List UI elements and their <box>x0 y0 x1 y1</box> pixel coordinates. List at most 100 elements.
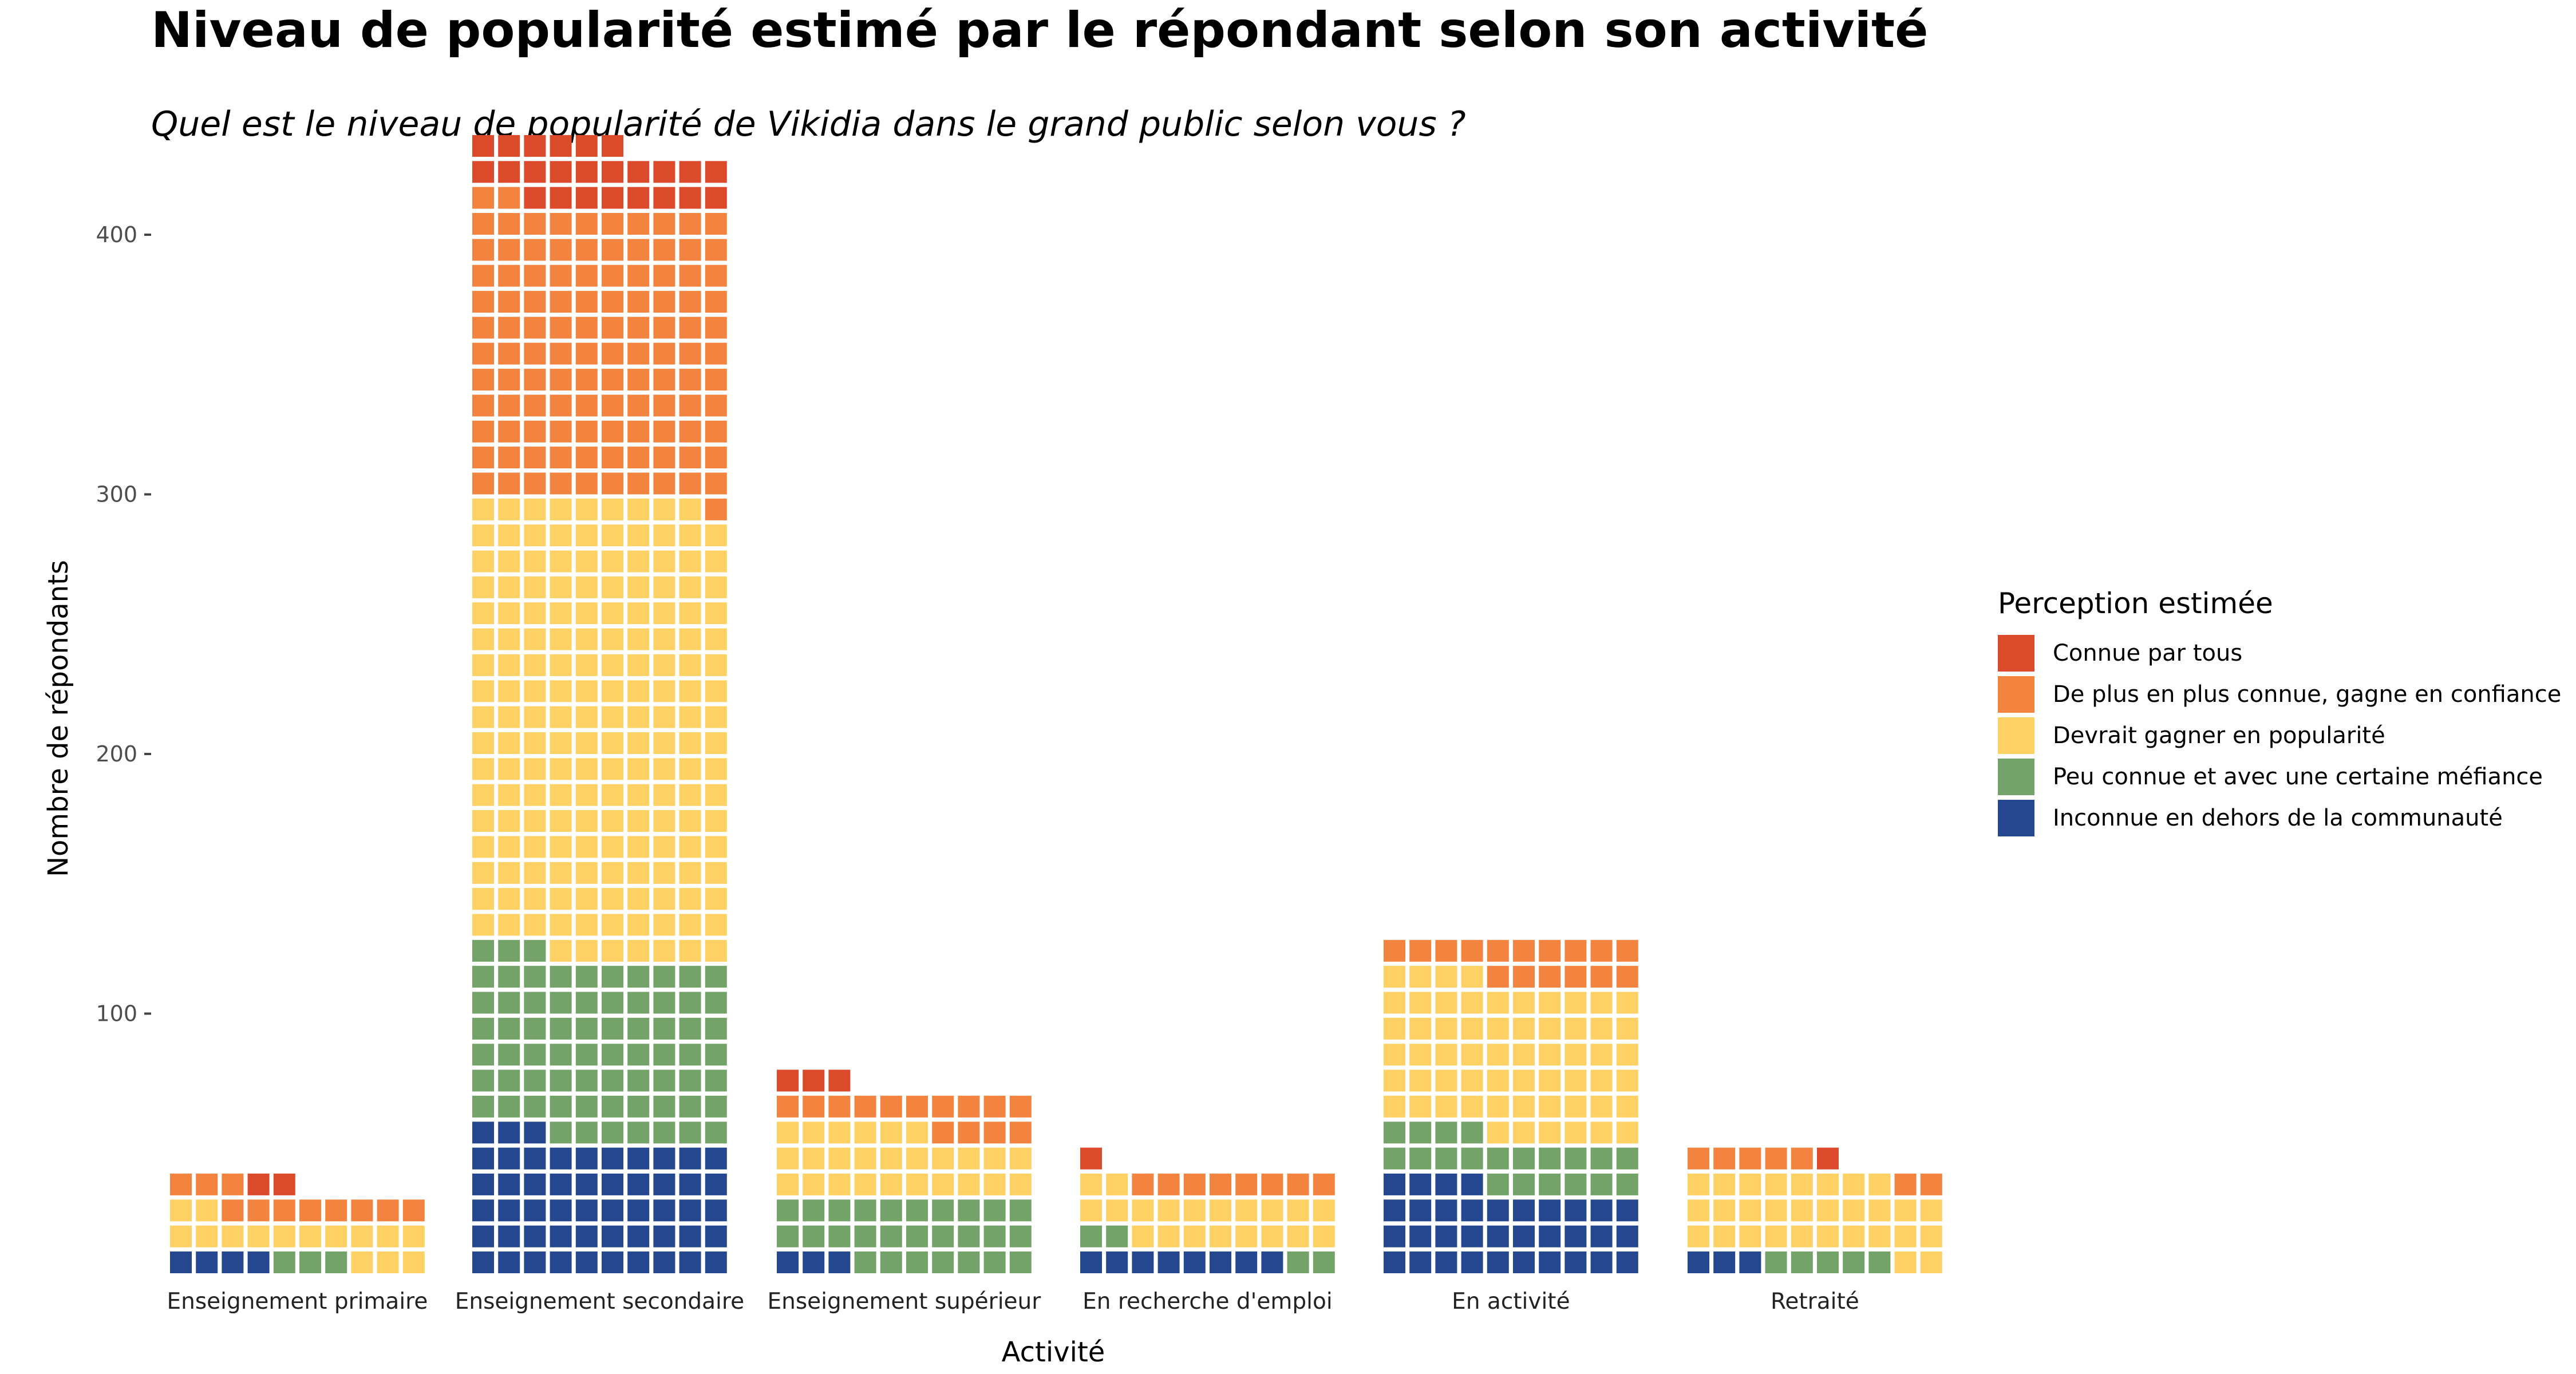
waffle-cell <box>906 1199 928 1222</box>
waffle-cell <box>653 1044 675 1066</box>
waffle-cell <box>524 888 546 910</box>
legend-label: De plus en plus connue, gagne en confian… <box>2053 681 2562 708</box>
waffle-cell <box>777 1251 799 1273</box>
waffle-cell <box>1688 1173 1709 1195</box>
waffle-cell <box>627 628 650 650</box>
waffle-cell <box>1409 1122 1432 1144</box>
waffle-cell <box>575 628 598 650</box>
waffle-cell <box>1590 1173 1613 1195</box>
waffle-cell <box>1817 1251 1839 1273</box>
waffle-cell <box>498 1199 520 1222</box>
waffle-cell <box>1539 992 1561 1014</box>
waffle-cell <box>472 602 494 625</box>
waffle-cell <box>602 498 623 520</box>
waffle-cell <box>653 680 675 702</box>
waffle-cell <box>1713 1173 1736 1195</box>
waffle-cell <box>705 732 727 754</box>
waffle-cell <box>550 680 572 702</box>
waffle-cell <box>550 966 572 988</box>
waffle-cell <box>627 1017 650 1040</box>
waffle-cell <box>1409 1044 1432 1066</box>
waffle-cell <box>602 187 623 209</box>
waffle-cell <box>627 888 650 910</box>
waffle-cell <box>679 654 701 676</box>
waffle-cell <box>1513 939 1535 962</box>
waffle-cell <box>1487 1095 1509 1118</box>
x-tick-label: Retraité <box>1771 1289 1859 1314</box>
waffle-cell <box>550 161 572 183</box>
waffle-cell <box>222 1173 244 1195</box>
waffle-cell <box>653 939 675 962</box>
waffle-cell <box>1235 1173 1258 1195</box>
waffle-cell <box>1461 1122 1483 1144</box>
waffle-cell <box>472 810 494 832</box>
waffle-cell <box>627 602 650 625</box>
waffle-cell <box>828 1251 851 1273</box>
waffle-cell <box>627 914 650 936</box>
waffle-cell <box>854 1251 876 1273</box>
waffle-cell <box>1435 939 1457 962</box>
waffle-cell <box>602 888 623 910</box>
waffle-cell <box>705 1251 727 1273</box>
waffle-cell <box>1384 966 1405 988</box>
waffle-cell <box>880 1122 902 1144</box>
waffle-cell <box>679 472 701 495</box>
waffle-cell <box>524 1122 546 1144</box>
waffle-cell <box>472 706 494 728</box>
waffle-cell <box>575 291 598 313</box>
waffle-cell <box>1080 1199 1102 1222</box>
waffle-cell <box>498 1095 520 1118</box>
waffle-cell <box>627 161 650 183</box>
waffle-cell <box>498 524 520 547</box>
waffle-cell <box>828 1095 851 1118</box>
waffle-cell <box>1435 1225 1457 1247</box>
waffle-cell <box>705 1173 727 1195</box>
waffle-cell <box>1132 1225 1154 1247</box>
waffle-cell <box>679 1122 701 1144</box>
waffle-cell <box>705 420 727 443</box>
waffle-cell <box>1713 1251 1736 1273</box>
waffle-cell <box>524 342 546 365</box>
waffle-cell <box>1461 992 1483 1014</box>
waffle-cell <box>524 1069 546 1092</box>
waffle-cell <box>472 213 494 235</box>
waffle-cell <box>679 420 701 443</box>
waffle-cell <box>602 1122 623 1144</box>
waffle-cell <box>575 394 598 417</box>
waffle-cell <box>880 1225 902 1247</box>
waffle-cell <box>1564 1251 1587 1273</box>
waffle-cell <box>958 1173 980 1195</box>
waffle-cell <box>602 992 623 1014</box>
waffle-cell <box>705 1017 727 1040</box>
waffle-cell <box>273 1225 295 1247</box>
waffle-cell <box>627 992 650 1014</box>
x-tick-label: Enseignement primaire <box>167 1289 428 1314</box>
waffle-cell <box>653 628 675 650</box>
waffle-cell <box>653 862 675 884</box>
waffle-cell <box>679 317 701 339</box>
waffle-cell <box>653 369 675 391</box>
waffle-cell <box>1765 1147 1787 1170</box>
waffle-cell <box>1461 1225 1483 1247</box>
waffle-cell <box>679 1251 701 1273</box>
waffle-cell <box>1157 1225 1180 1247</box>
waffle-cell <box>854 1199 876 1222</box>
waffle-cell <box>602 1017 623 1040</box>
waffle-cell <box>880 1147 902 1170</box>
waffle-cell <box>1080 1225 1102 1247</box>
waffle-cell <box>1920 1225 1942 1247</box>
waffle-cell <box>880 1251 902 1273</box>
waffle-cell <box>777 1069 799 1092</box>
waffle-cell <box>575 161 598 183</box>
waffle-cell <box>1435 1017 1457 1040</box>
waffle-cell <box>550 576 572 598</box>
waffle-cell <box>1616 1173 1638 1195</box>
waffle-cell <box>575 992 598 1014</box>
waffle-cell <box>1564 1147 1587 1170</box>
waffle-cell <box>377 1199 399 1222</box>
waffle-cell <box>653 888 675 910</box>
waffle-cell <box>653 1225 675 1247</box>
waffle-cell <box>524 784 546 806</box>
waffle-cell <box>550 291 572 313</box>
waffle-cell <box>524 758 546 780</box>
